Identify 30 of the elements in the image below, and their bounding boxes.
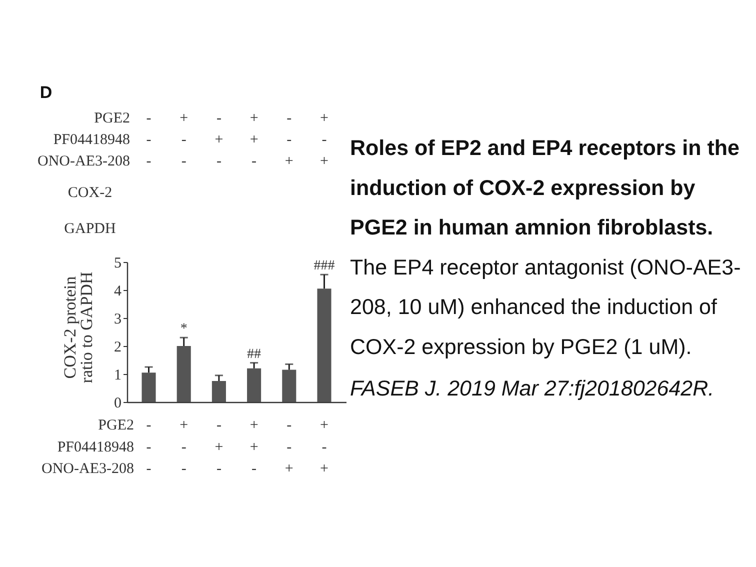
x-tick-label: - - + xyxy=(284,418,294,478)
x-axis-title: PGE2 PF04418948 ONO-AE3-208 xyxy=(42,418,134,478)
y-tick-label: 3 xyxy=(114,312,122,328)
y-tick-label: 2 xyxy=(114,340,122,356)
y-tick-label: 5 xyxy=(114,256,122,272)
y-tick-label: 0 xyxy=(114,396,122,412)
text: PGE2 PF04418948 ONO-AE3-208 xyxy=(38,110,130,170)
text: COX-2 xyxy=(68,185,112,201)
text: Roles of EP2 and EP4 receptors in the induction of COX-2 expression by PGE2 in human amnion fibroblasts. xyxy=(350,136,740,240)
text: - - - xyxy=(146,110,152,170)
text: + - + xyxy=(320,110,328,170)
y-tick-label: 4 xyxy=(114,284,122,300)
y-tick-label: 1 xyxy=(114,368,122,384)
text: FASEB J. 2019 Mar 27:fj201802642R. xyxy=(350,376,714,400)
x-tick-label: + - - xyxy=(180,418,188,478)
data-label: ### xyxy=(314,258,335,274)
text: - + - xyxy=(214,110,224,170)
text: D xyxy=(40,83,52,102)
text: + + - xyxy=(250,110,258,170)
x-tick-label: + + - xyxy=(250,418,258,478)
y-axis-title: COX-2 protein ratio to GAPDH xyxy=(60,272,96,384)
x-tick-label: + - + xyxy=(320,418,328,478)
text: GAPDH xyxy=(64,221,116,237)
x-tick-label: - - - xyxy=(146,418,152,478)
text: The EP4 receptor antagonist (ONO-AE3- 208, 10 uM) enhanced the induction of COX-2 expression by PGE2 (1 uM). xyxy=(350,255,741,359)
text: - - + xyxy=(284,110,294,170)
x-tick-label: - + - xyxy=(214,418,224,478)
data-label: * xyxy=(180,322,188,337)
data-label: ## xyxy=(247,346,262,362)
text: + - - xyxy=(180,110,188,170)
